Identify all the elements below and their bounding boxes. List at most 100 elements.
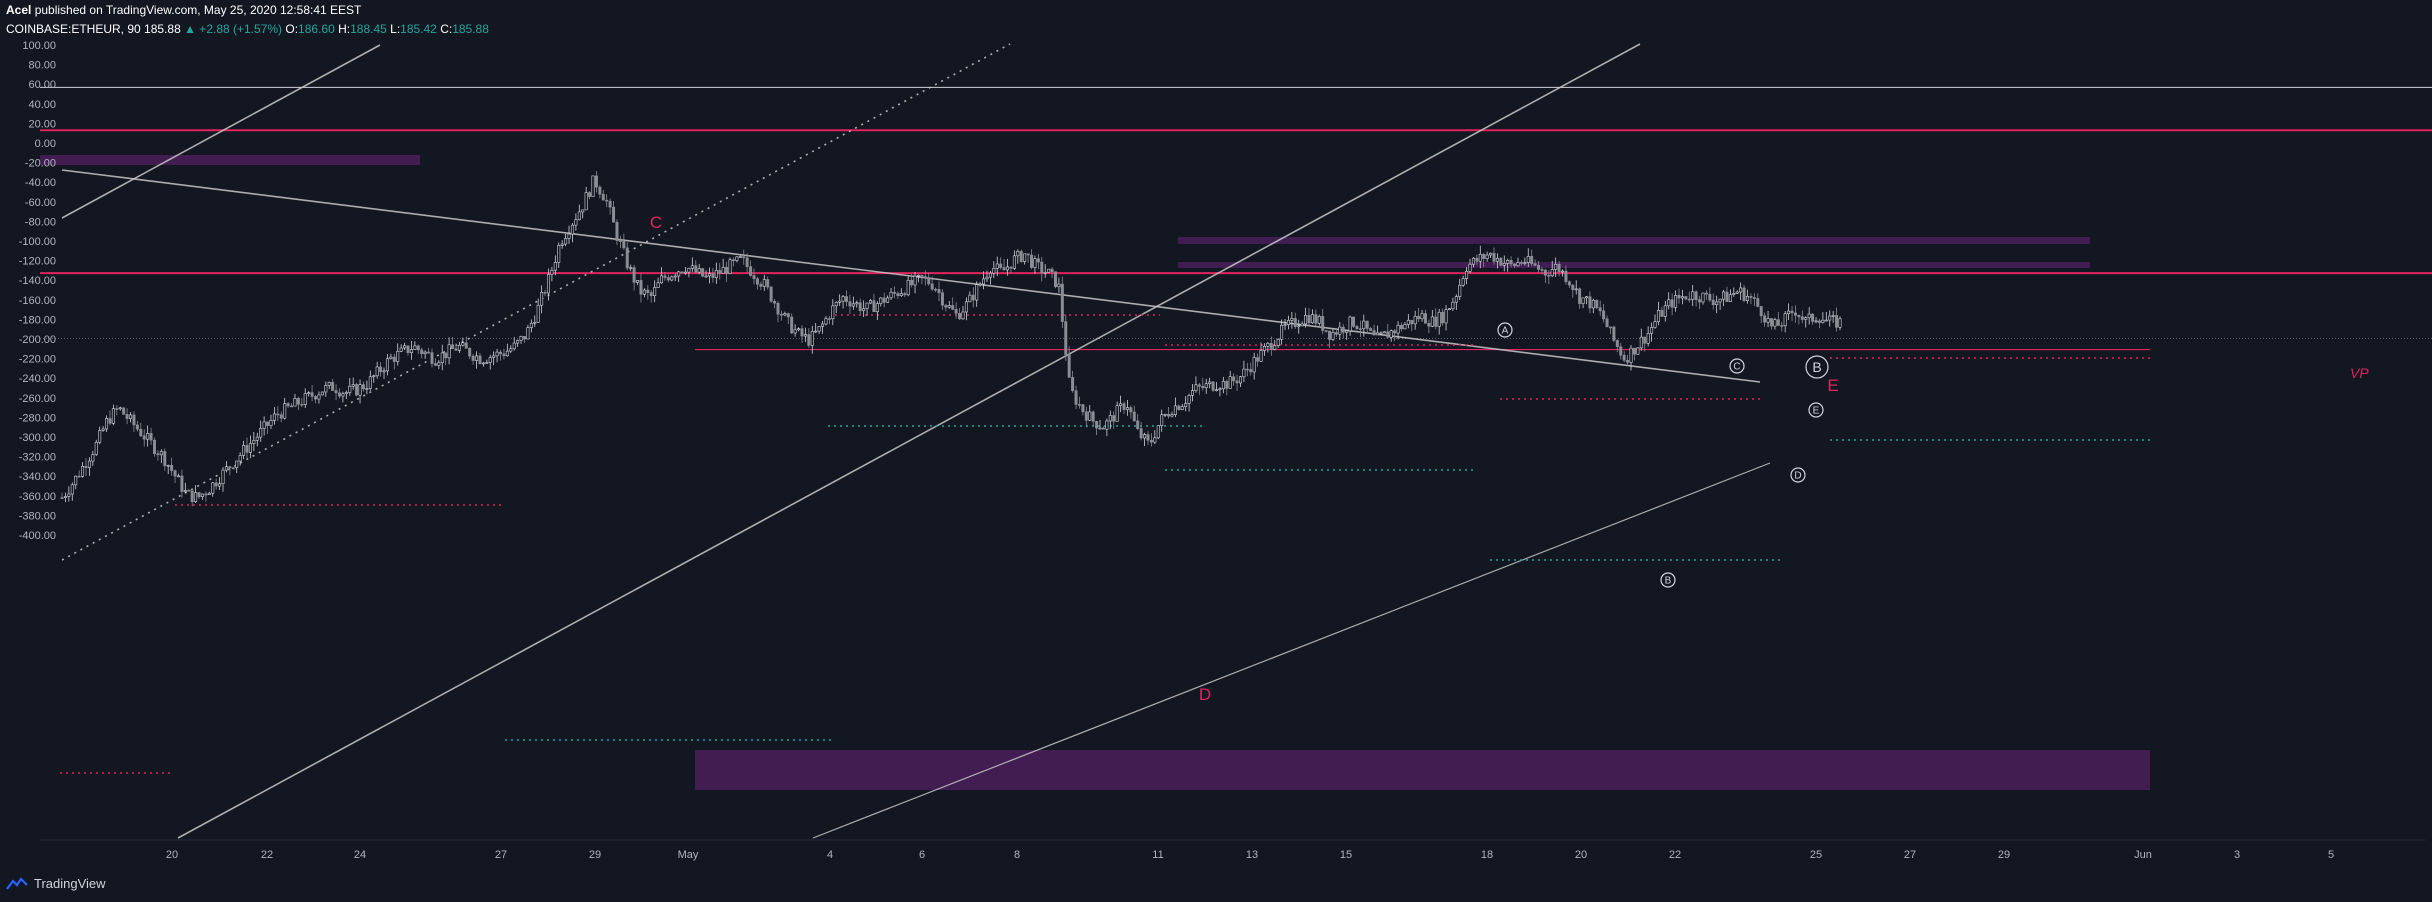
candle-body <box>1314 314 1318 324</box>
candle-body <box>940 292 944 306</box>
candle-body <box>906 279 910 296</box>
candle-body <box>1800 316 1804 320</box>
candle-body <box>60 497 64 499</box>
candle-body <box>1824 319 1828 322</box>
open-label: O: <box>285 22 299 36</box>
candle-body <box>1626 360 1630 363</box>
candle-body <box>1701 292 1705 303</box>
candle-body <box>721 266 725 274</box>
candle-body <box>152 439 156 454</box>
candle-body <box>1598 307 1602 312</box>
candle-body <box>1266 343 1270 347</box>
candle-body <box>139 428 143 437</box>
candle-body <box>978 283 982 286</box>
candle-body <box>1557 263 1561 273</box>
candle-body <box>636 280 640 283</box>
wave-circle-e <box>1808 402 1824 418</box>
candle-body <box>1153 437 1157 443</box>
candle-body <box>951 305 955 310</box>
candle-body <box>365 388 369 390</box>
candle-body <box>1471 257 1475 265</box>
candle-body <box>1461 278 1465 286</box>
candle-body <box>430 352 434 364</box>
candle-body <box>224 466 228 471</box>
candle-body <box>122 407 126 415</box>
candle-body <box>749 266 753 276</box>
candle-body <box>1331 332 1335 340</box>
candlestick-series <box>60 170 1842 507</box>
candle-body <box>505 350 509 357</box>
left-tick-label: -300.00 <box>19 432 56 444</box>
left-tick-label: -400.00 <box>19 530 56 542</box>
candle-body <box>1184 403 1188 407</box>
trend-line-1 <box>61 44 381 219</box>
candle-body <box>1739 287 1743 293</box>
time-tick-label: 27 <box>1904 849 1916 861</box>
candle-body <box>1002 267 1006 271</box>
candle-body <box>1567 281 1571 286</box>
candle-body <box>1122 403 1126 410</box>
candle-body <box>797 328 801 331</box>
candle-body <box>670 276 674 281</box>
candle-body <box>290 405 294 408</box>
candle-body <box>231 467 235 470</box>
candle-body <box>1612 326 1616 341</box>
candle-body <box>1139 428 1143 439</box>
candle-body <box>1016 251 1020 257</box>
candle-body <box>995 263 999 269</box>
tradingview-logo-icon <box>6 876 28 890</box>
candle-body <box>1242 368 1246 378</box>
candle-body <box>1797 315 1801 318</box>
candle-body <box>759 283 763 287</box>
candle-body <box>1561 270 1565 273</box>
candle-body <box>1492 252 1496 262</box>
candle-body <box>985 276 989 280</box>
candle-body <box>1715 301 1719 306</box>
candle-body <box>1444 309 1448 324</box>
candle-body <box>1317 316 1321 324</box>
candle-body <box>567 233 571 239</box>
candle-body <box>930 283 934 290</box>
time-tick-label: 13 <box>1246 849 1258 861</box>
candle-body <box>1393 330 1397 334</box>
candle-body <box>988 272 992 278</box>
candle-body <box>1817 320 1821 323</box>
candle-body <box>457 344 461 351</box>
candle-body <box>427 351 431 354</box>
candle-body <box>1646 332 1650 344</box>
time-tick-label: 29 <box>589 849 601 861</box>
candle-body <box>1146 434 1150 441</box>
candle-body <box>1191 390 1195 396</box>
candle-body <box>1629 347 1633 363</box>
time-tick-label: 8 <box>1014 849 1020 861</box>
candle-body <box>1119 403 1123 406</box>
candle-body <box>1711 299 1715 306</box>
candle-body <box>447 344 451 359</box>
candle-body <box>817 326 821 332</box>
candle-body <box>375 366 379 377</box>
candle-body <box>961 311 965 320</box>
candle-body <box>108 418 112 424</box>
candle-body <box>166 464 170 467</box>
candle-body <box>1218 388 1222 391</box>
tradingview-footer[interactable]: TradingView <box>6 876 106 891</box>
candle-body <box>310 392 314 397</box>
candle-body <box>745 257 749 267</box>
candle-body <box>132 414 136 426</box>
left-tick-label: 40.00 <box>28 99 56 111</box>
candle-body <box>125 414 129 419</box>
trend-line-2 <box>61 169 1761 383</box>
candle-body <box>74 475 78 486</box>
candle-body <box>468 347 472 357</box>
candle-body <box>714 270 718 278</box>
demand-supply-zones <box>40 155 2150 790</box>
time-tick-label: 29 <box>1998 849 2010 861</box>
candle-body <box>420 349 424 355</box>
candle-body <box>992 267 996 274</box>
candle-body <box>882 297 886 303</box>
candle-body <box>557 245 561 263</box>
candle-body <box>248 443 252 453</box>
candle-body <box>461 342 465 346</box>
candle-body <box>738 256 742 258</box>
